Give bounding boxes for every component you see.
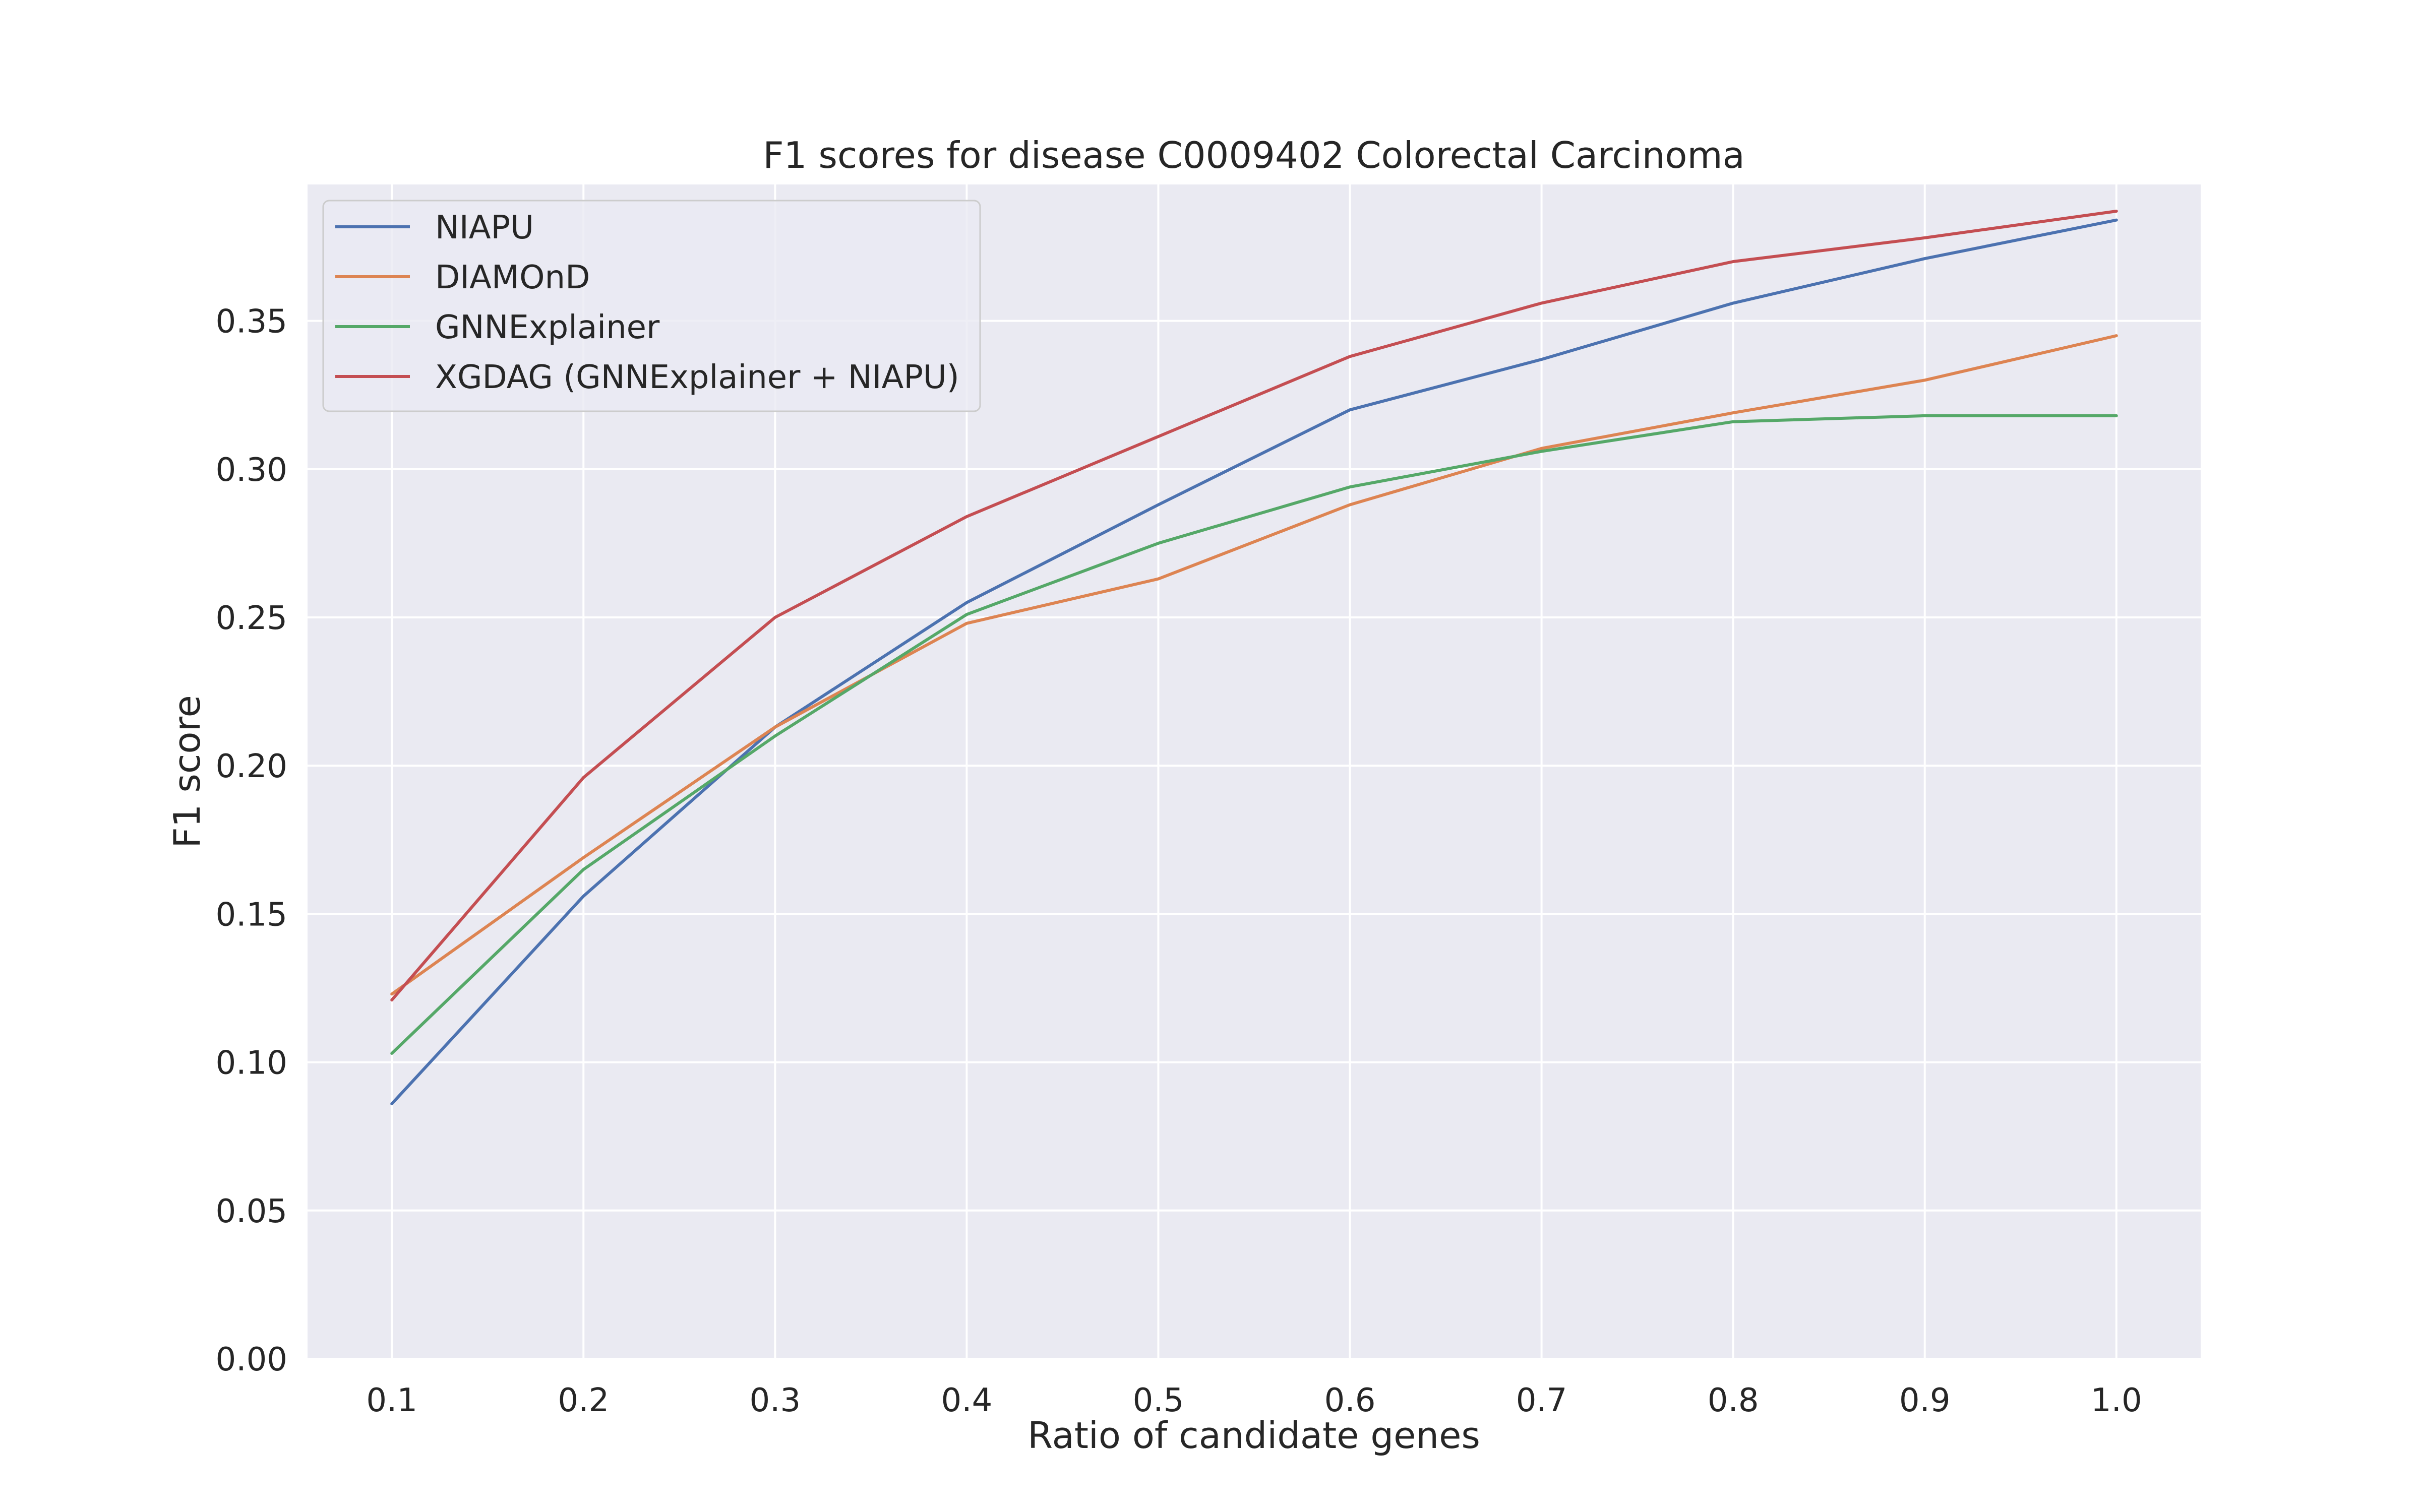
series-line-gnnexplainer — [390, 414, 2118, 1055]
series-lines — [390, 210, 2118, 1105]
legend: NIAPU DIAMOnD GNNExplainer XGDAG (GNNExplai… — [322, 200, 981, 412]
legend-label: DIAMOnD — [435, 259, 590, 296]
grid-lines — [308, 184, 2201, 1360]
legend-box — [322, 200, 981, 412]
y-axis-title: F1 score — [166, 695, 208, 848]
x-tick-label: 0.6 — [1324, 1382, 1376, 1419]
series-line-diamond — [390, 334, 2118, 996]
x-tick-label: 1.0 — [2091, 1382, 2142, 1419]
chart-title: F1 scores for disease C0009402 Colorecta… — [763, 134, 1744, 176]
legend-label: GNNExplainer — [435, 309, 660, 346]
x-axis-title: Ratio of candidate genes — [1027, 1414, 1480, 1457]
y-tick-label: 0.15 — [216, 896, 288, 933]
x-tick-label: 0.8 — [1708, 1382, 1759, 1419]
x-tick-label: 0.1 — [366, 1382, 417, 1419]
x-tick-label: 0.4 — [941, 1382, 993, 1419]
y-tick-label: 0.30 — [216, 452, 288, 489]
x-tick-labels: 0.1 0.2 0.3 0.4 0.5 0.6 0.7 0.8 0.9 1.0 — [366, 1382, 2142, 1419]
y-tick-label: 0.05 — [216, 1193, 288, 1230]
series-line-niapu — [390, 218, 2118, 1105]
y-tick-label: 0.25 — [216, 600, 288, 637]
x-tick-label: 0.2 — [558, 1382, 609, 1419]
x-tick-label: 0.7 — [1516, 1382, 1567, 1419]
series-line-xgdag-gnnexplainer-niapu — [390, 210, 2118, 1002]
y-tick-label: 0.35 — [216, 303, 288, 341]
y-tick-label: 0.00 — [216, 1341, 288, 1378]
y-tick-label: 0.10 — [216, 1045, 288, 1082]
legend-label: NIAPU — [435, 209, 534, 246]
x-tick-label: 0.9 — [1899, 1382, 1951, 1419]
y-tick-labels: 0.00 0.05 0.10 0.15 0.20 0.25 0.30 0.35 — [216, 303, 288, 1378]
x-tick-label: 0.5 — [1133, 1382, 1184, 1419]
legend-label: XGDAG (GNNExplainer + NIAPU) — [435, 359, 959, 396]
y-tick-label: 0.20 — [216, 748, 288, 785]
x-tick-label: 0.3 — [749, 1382, 801, 1419]
